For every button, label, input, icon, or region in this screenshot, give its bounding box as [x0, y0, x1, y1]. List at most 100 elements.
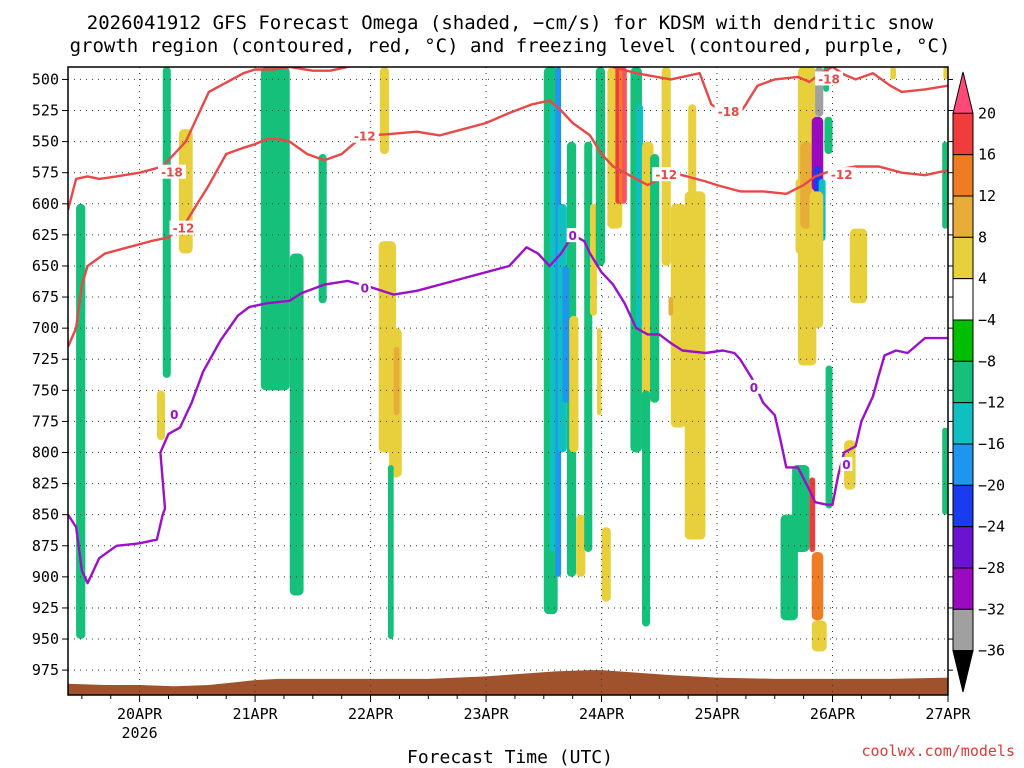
colorbar-label: −20: [978, 476, 1005, 494]
contour-label-bg: [840, 456, 853, 471]
y-tick-label: 675: [32, 288, 59, 306]
contour-label: -12: [831, 168, 853, 182]
colorbar-label: −28: [978, 559, 1005, 577]
contour-label: -18: [718, 105, 740, 119]
y-tick-label: 550: [32, 133, 59, 151]
contour-label: 0: [361, 281, 369, 295]
omega-shade-cell: [260, 67, 290, 391]
x-tick-label: 25APR: [694, 705, 740, 723]
contour-label-bg: [157, 164, 186, 179]
x-tick-sublabel: 2026: [122, 724, 158, 742]
colorbar-swatch: [952, 319, 974, 362]
contour-line: [68, 99, 948, 348]
omega-shade-cell: [676, 303, 689, 354]
omega-shade-cell: [688, 104, 697, 229]
omega-shade-cell: [584, 141, 593, 552]
omega-shade-cell: [595, 67, 606, 266]
contour-label: -12: [354, 130, 376, 144]
colorbar-label: −24: [978, 518, 1005, 536]
colorbar-label: 12: [978, 187, 996, 205]
colorbar-swatch: [952, 360, 974, 404]
contour-label-bg: [747, 379, 760, 394]
y-tick-label: 650: [32, 257, 59, 275]
x-tick-label: 20APR: [117, 705, 163, 723]
omega-shade-cell: [824, 116, 833, 155]
omega-shade-cell: [596, 328, 602, 416]
x-tick-label: 22APR: [348, 705, 394, 723]
colorbar-label: 4: [978, 270, 987, 288]
y-tick-label: 600: [32, 195, 59, 213]
omega-shade-cell: [622, 67, 626, 204]
omega-shade-cell: [576, 514, 586, 577]
omega-shade-cell: [942, 141, 948, 229]
colorbar: 20 16 12 8 4 −4 −8 −12 −16 −20 −24 −28 −32 −36: [952, 71, 1005, 693]
omega-shade-cell: [318, 154, 327, 304]
contour-label: 0: [842, 458, 850, 472]
contour-label: -12: [173, 222, 195, 236]
omega-shade-cell: [636, 104, 644, 329]
omega-shade-cell: [825, 365, 833, 509]
colorbar-swatch: [952, 443, 974, 486]
omega-shade-cell: [601, 527, 611, 602]
chart-title-line-2: growth region (contoured, red, °C) and f…: [70, 35, 951, 57]
omega-shade-cell: [641, 390, 651, 627]
omega-shade-cell: [379, 67, 390, 155]
x-tick-label: 23APR: [463, 705, 509, 723]
contour-label-bg: [652, 167, 681, 182]
colorbar-label: 20: [978, 104, 996, 122]
y-tick-label: 625: [32, 226, 59, 244]
colorbar-bottom-triangle: [952, 650, 974, 693]
omega-shade-cell: [569, 315, 579, 453]
y-tick-label: 800: [32, 444, 59, 462]
contour-label-bg: [714, 103, 743, 118]
credit-text: coolwx.com/models: [861, 742, 1015, 760]
omega-shade-cell: [387, 464, 394, 640]
colorbar-label: −32: [978, 600, 1005, 618]
plot-inner: -12 -12 -12 -12 -18 -18 -18 0 0 0 0 0: [68, 67, 948, 695]
omega-shade-cell: [549, 104, 556, 552]
omega-shade-cell: [809, 191, 824, 329]
y-tick-label: 500: [32, 70, 59, 88]
contour-label: 0: [170, 408, 178, 422]
y-tick-label: 850: [32, 506, 59, 524]
colorbar-label: −8: [978, 352, 996, 370]
omega-shade-cell: [668, 297, 674, 316]
contour-label: 0: [568, 229, 576, 243]
omega-shade-cell: [811, 551, 824, 621]
omega-shade-cell: [162, 67, 171, 378]
x-tick-label: 27APR: [925, 705, 971, 723]
y-tick-label: 950: [32, 630, 59, 648]
omega-shade-cell: [393, 346, 400, 416]
contour-label: -18: [818, 72, 840, 86]
colorbar-swatch: [952, 608, 974, 652]
y-tick-label: 725: [32, 350, 59, 368]
chart-title-line-1: 2026041912 GFS Forecast Omega (shaded, −…: [87, 12, 934, 34]
contour-label-bg: [566, 228, 579, 243]
contour-label-bg: [827, 167, 856, 182]
contour-label-bg: [169, 220, 198, 235]
omega-shade-cell: [890, 67, 897, 80]
colorbar-swatch: [952, 236, 974, 280]
colorbar-swatch: [952, 402, 974, 445]
colorbar-label: −36: [978, 642, 1005, 660]
colorbar-label: 8: [978, 228, 987, 246]
omega-shade-cell: [800, 141, 812, 229]
y-tick-label: 925: [32, 599, 59, 617]
axes: 500 525 550 575 600 625 650 675 700 725 750 775 800 8…: [32, 66, 972, 742]
y-tick-label: 575: [32, 164, 59, 182]
x-tick-label: 26APR: [810, 705, 856, 723]
contour-label: -12: [655, 168, 677, 182]
omega-shade-cell: [943, 67, 948, 80]
colorbar-swatch: [952, 195, 974, 238]
y-tick-label: 775: [32, 412, 59, 430]
omega-shade-cell: [780, 514, 798, 621]
colorbar-swatch: [952, 278, 974, 321]
omega-shade-cell: [289, 253, 304, 596]
omega-shade-cell: [156, 390, 166, 441]
colorbar-label: −12: [978, 394, 1005, 412]
terrain-below-surface: [68, 670, 948, 695]
omega-shade-cell: [811, 620, 827, 652]
colorbar-label: 16: [978, 146, 996, 164]
colorbar-swatch: [952, 154, 974, 197]
